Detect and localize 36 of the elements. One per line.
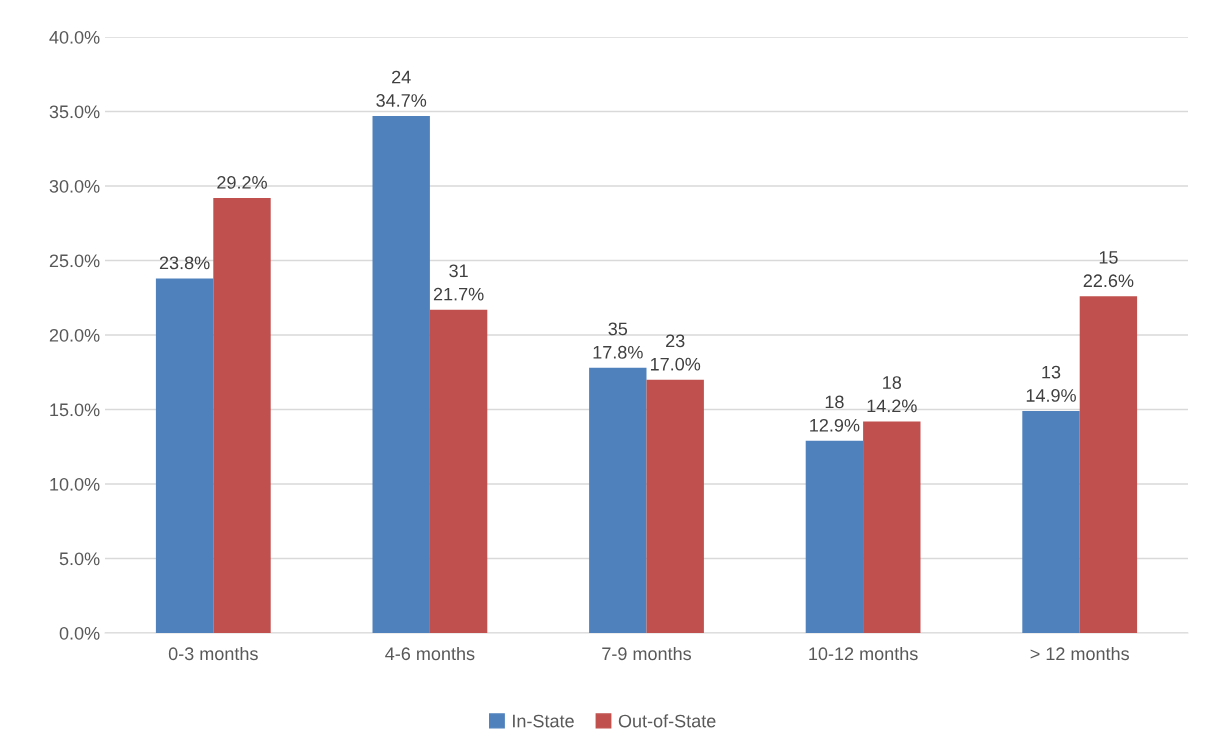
x-tick-label: > 12 months [1030, 646, 1129, 661]
bar [589, 367, 647, 633]
legend-label: Out-of-State [618, 714, 716, 728]
data-label: 18 14.2% [867, 376, 917, 413]
legend-label: In-State [513, 714, 574, 728]
x-tick-label: 10-12 months [809, 646, 918, 661]
data-label: 35 17.8% [593, 322, 643, 359]
data-label: 18 12.9% [810, 395, 860, 432]
data-label: 31 21.7% [433, 264, 484, 301]
y-tick-label: 10.0% [50, 477, 100, 491]
data-label: 23 17.0% [650, 334, 701, 371]
y-tick-label: 20.0% [49, 328, 100, 342]
bar [805, 440, 864, 633]
x-tick-label: 7-9 months [602, 646, 692, 661]
data-label: 13 14.9% [1026, 365, 1076, 402]
bar [1022, 410, 1080, 633]
bar [155, 278, 214, 633]
bar [429, 309, 488, 633]
y-tick-label: 25.0% [49, 254, 100, 268]
bar [646, 379, 704, 633]
bar [1079, 296, 1138, 633]
data-label: 29.2% [217, 176, 267, 189]
data-label: 15 22.6% [1083, 251, 1134, 288]
y-tick-label: 0.0% [59, 626, 100, 640]
y-tick-label: 40.0% [49, 30, 100, 44]
y-tick-label: 30.0% [49, 179, 100, 193]
bar [213, 197, 271, 633]
data-label: 23.8% [159, 256, 210, 270]
x-tick-label: 0-3 months [168, 646, 258, 661]
bar [372, 115, 430, 633]
bar [863, 421, 921, 633]
y-tick-label: 15.0% [50, 403, 100, 417]
x-tick-label: 4-6 months [385, 646, 475, 661]
y-tick-label: 5.0% [59, 552, 100, 566]
data-label: 24 34.7% [376, 70, 427, 107]
y-tick-label: 35.0% [49, 105, 100, 119]
